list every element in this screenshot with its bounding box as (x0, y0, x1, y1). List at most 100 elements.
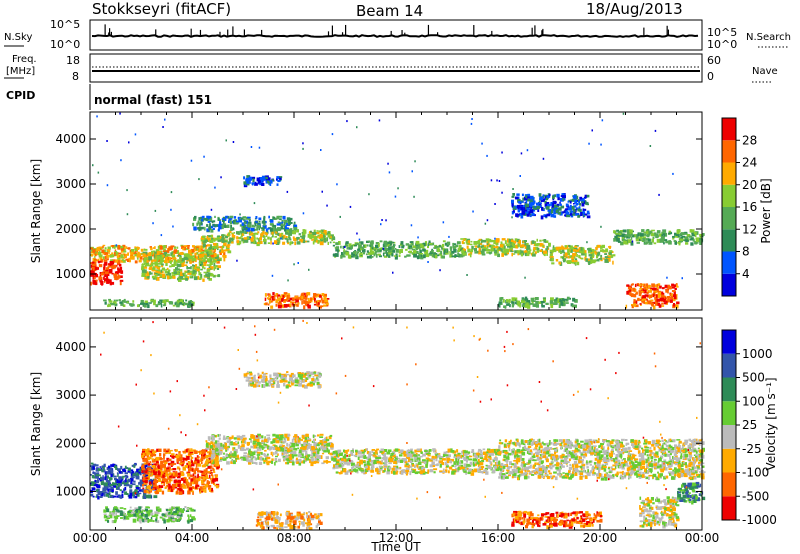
echo-cell (415, 247, 418, 251)
echo-cell (322, 447, 327, 451)
echo-cell (301, 296, 304, 300)
echo-cell (109, 494, 114, 498)
echo-cell (221, 250, 225, 254)
echo-cell (188, 252, 191, 254)
sparse-echo (293, 263, 295, 266)
echo-cell (165, 262, 168, 266)
echo-cell (264, 437, 266, 440)
echo-cell (96, 248, 101, 252)
echo-cell (212, 242, 217, 246)
echo-cell (690, 242, 694, 246)
echo-cell (163, 245, 167, 249)
echo-cell (261, 220, 266, 224)
echo-cell (546, 249, 549, 253)
echo-cell (514, 240, 517, 244)
echo-cell (201, 451, 204, 455)
echo-cell (149, 452, 154, 457)
echo-cell (633, 299, 636, 303)
echo-cell (224, 442, 228, 446)
echo-cell (312, 434, 315, 438)
echo-cell (196, 455, 199, 458)
echo-cell (94, 261, 97, 266)
echo-cell (261, 435, 264, 439)
echo-cell (243, 239, 248, 243)
echo-cell (692, 239, 695, 242)
echo-cell (252, 440, 257, 443)
echo-cell (209, 445, 213, 449)
echo-cell (517, 304, 521, 307)
echo-cell (656, 230, 661, 234)
echo-cell (151, 261, 154, 266)
echo-cell (552, 200, 557, 205)
echo-cell (572, 297, 576, 302)
echo-cell (92, 263, 96, 267)
sparse-echo (382, 247, 385, 250)
echo-cell (170, 463, 174, 466)
echo-cell (106, 272, 110, 277)
echo-cell (282, 440, 287, 443)
echo-cell (120, 465, 123, 470)
echo-cell (634, 304, 639, 308)
echo-cell (142, 487, 145, 490)
echo-cell (119, 281, 122, 286)
echo-cell (646, 288, 649, 291)
sparse-echo (356, 232, 358, 235)
echo-cell (169, 479, 173, 482)
echo-cell (319, 433, 324, 436)
echo-cell (121, 259, 124, 261)
echo-cell (277, 305, 282, 309)
sparse-echo (658, 193, 660, 196)
echo-cell (156, 448, 159, 452)
echo-cell (212, 453, 216, 458)
echo-cell (180, 255, 182, 259)
echo-cell (398, 245, 401, 248)
echo-cell (103, 491, 106, 495)
echo-cell (199, 276, 203, 279)
echo-cell (669, 296, 673, 299)
echo-cell (562, 211, 564, 214)
echo-cell (176, 475, 181, 479)
echo-cell (157, 473, 161, 478)
echo-cell (247, 443, 249, 446)
echo-cell (384, 247, 387, 250)
echo-cell (159, 257, 164, 261)
echo-cell (109, 263, 112, 266)
echo-cell (621, 233, 626, 238)
echo-cell (152, 460, 154, 463)
echo-cell (208, 218, 210, 221)
echo-cell (533, 246, 536, 251)
echo-cell (325, 459, 329, 464)
colorbar-tick-label: 8 (742, 245, 750, 259)
echo-cell (250, 456, 253, 459)
echo-cell (210, 469, 212, 472)
echo-cell (535, 304, 539, 308)
echo-cell (626, 229, 631, 233)
echo-cell (235, 455, 239, 458)
echo-cell (108, 300, 113, 303)
sparse-echo (349, 205, 352, 208)
echo-cell (259, 447, 262, 451)
echo-cell (146, 260, 149, 263)
echo-cell (675, 304, 679, 309)
echo-cell (373, 249, 376, 252)
echo-cell (549, 303, 554, 306)
echo-cell (201, 262, 204, 266)
echo-cell (661, 234, 664, 237)
echo-cell (112, 266, 117, 269)
echo-cell (288, 228, 291, 233)
echo-cell (129, 255, 134, 260)
echo-cell (221, 247, 224, 251)
echo-cell (149, 272, 153, 275)
echo-cell (419, 247, 421, 250)
echo-cell (276, 178, 278, 181)
echo-cell (124, 472, 128, 475)
sparse-echo (524, 276, 526, 279)
echo-cell (179, 488, 183, 492)
echo-cell (689, 229, 693, 233)
echo-cell (495, 242, 498, 246)
echo-cell (628, 240, 633, 243)
echo-cell (142, 254, 147, 258)
echo-cell (634, 283, 637, 288)
echo-cell (332, 241, 335, 244)
cpid-mode: normal (fast) 151 (94, 93, 212, 107)
